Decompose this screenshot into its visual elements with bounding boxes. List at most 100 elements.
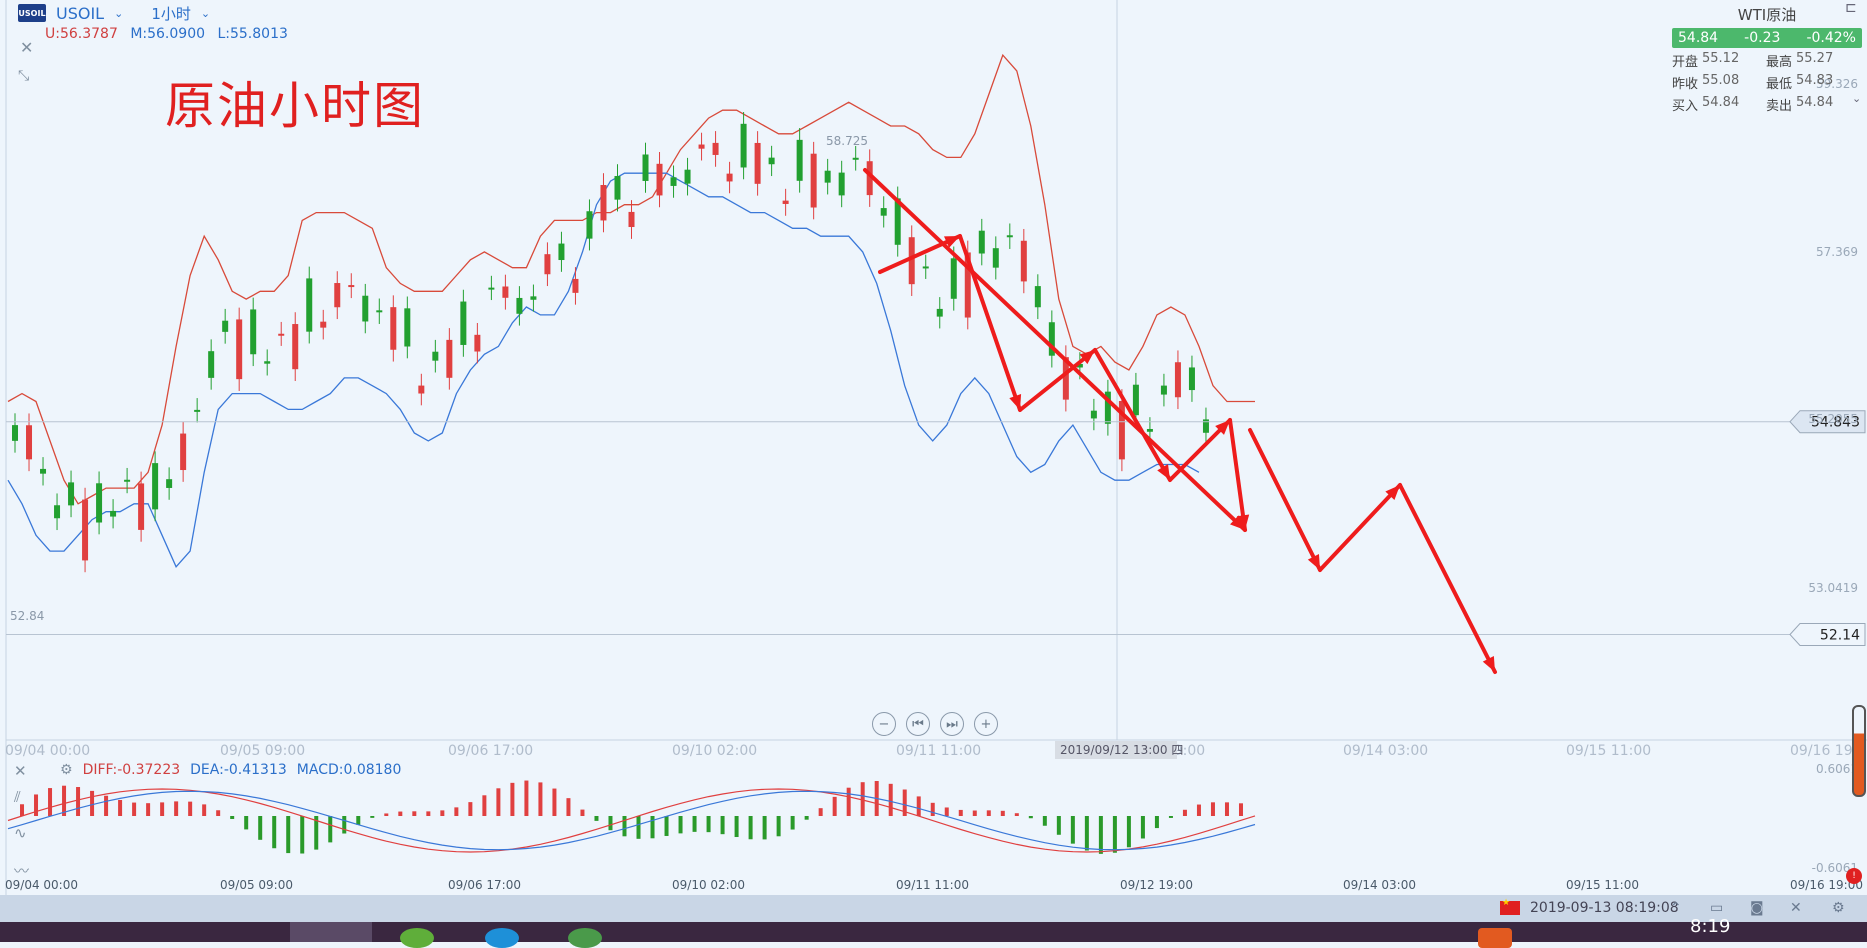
candle-body: [628, 211, 635, 228]
price-chart[interactable]: 54.843 52.14 59.326 57.369 55.2055 53.0419 09…: [0, 0, 1867, 895]
candle-body: [222, 320, 229, 332]
zoom-in-button[interactable]: +: [974, 712, 998, 736]
app-icon[interactable]: [400, 928, 434, 948]
input-method-icon[interactable]: [1478, 928, 1512, 948]
quote-row: 昨收 55.08 最低 54.83: [1672, 73, 1862, 92]
candle-body: [1104, 391, 1111, 424]
candle-body: [642, 154, 649, 181]
taskbar-item-active[interactable]: [290, 922, 372, 942]
indicator-icon[interactable]: ⫽: [14, 788, 21, 806]
indicator-icon[interactable]: ∿: [14, 824, 27, 842]
macd-bar: [482, 795, 487, 816]
macd-bar: [328, 816, 333, 843]
quote-key: 最高: [1766, 55, 1793, 70]
app-icon[interactable]: [485, 928, 519, 948]
mute-icon[interactable]: ✕: [1790, 900, 1802, 916]
candle-body: [390, 307, 397, 350]
candle-body: [852, 157, 859, 160]
x-tick-label: 09/14 03:00: [1343, 743, 1428, 759]
macd-bar: [1042, 816, 1047, 826]
macd-bar: [1224, 802, 1229, 816]
chevron-down-icon[interactable]: ⌄: [1852, 92, 1862, 105]
close-icon[interactable]: ✕: [14, 762, 27, 780]
candle-body: [1034, 286, 1041, 308]
symbol-selector[interactable]: USOIL: [56, 3, 105, 23]
arrow-head: [1009, 394, 1022, 410]
window-icon[interactable]: ▭: [1710, 900, 1724, 916]
quote-row: 开盘 55.12 最高 55.27: [1672, 51, 1862, 70]
candle-body: [558, 243, 565, 261]
macd-bar: [538, 782, 543, 816]
arrow-head: [1482, 656, 1495, 672]
status-bar: 2019-09-13 08:19:08 ⌃ ▭ ◙ ✕ ⚙: [0, 895, 1867, 923]
candle-body: [516, 297, 523, 314]
y-tick-label: 59.326: [1816, 77, 1858, 91]
macd-bar: [636, 816, 641, 839]
gear-icon[interactable]: ⚙: [60, 762, 73, 778]
crosshair-time: 2019/09/12 13:00 四: [1060, 743, 1183, 757]
candle-body: [1048, 322, 1055, 356]
arrow-head: [1230, 515, 1245, 530]
quote-key: 开盘: [1672, 55, 1699, 70]
candle-body: [362, 295, 369, 322]
macd-bar: [132, 802, 137, 816]
macd-bar: [734, 816, 739, 838]
jump-start-button[interactable]: ⏮: [906, 712, 930, 736]
macd-bar: [580, 809, 585, 816]
panel-toggle-icon[interactable]: ⊏: [1845, 0, 1857, 16]
macd-bar: [678, 816, 683, 834]
macd-bar: [90, 790, 95, 816]
forecast-arrows: [863, 168, 1497, 674]
quote-value: 54.84: [1702, 95, 1740, 110]
macd-bar: [608, 816, 613, 831]
candle-body: [502, 286, 509, 298]
candle-body: [180, 433, 187, 471]
app-icon[interactable]: [568, 928, 602, 948]
candle-body: [26, 425, 33, 460]
candle-body: [474, 334, 481, 352]
candle-body: [348, 285, 355, 288]
macd-bar: [622, 816, 627, 837]
candle-body: [600, 185, 607, 221]
chevron-down-icon[interactable]: ⌄: [114, 6, 124, 20]
candle-body: [992, 248, 999, 268]
y-tick-label: 53.0419: [1808, 581, 1858, 595]
candle-body: [1076, 363, 1083, 368]
arrow-segment: [863, 168, 1247, 532]
chevron-up-icon[interactable]: ⌃: [1670, 900, 1682, 916]
candle-body: [1062, 357, 1069, 400]
jump-end-button[interactable]: ⏭: [940, 712, 964, 736]
alert-icon[interactable]: !: [1846, 868, 1862, 884]
macd-bar: [566, 798, 571, 816]
camera-icon[interactable]: ◙: [1750, 900, 1764, 916]
gear-icon[interactable]: ⚙: [1832, 900, 1845, 916]
zoom-out-button[interactable]: −: [872, 712, 896, 736]
volume-slider[interactable]: [1852, 705, 1866, 797]
quote-value: 55.12: [1702, 51, 1740, 66]
candle-body: [796, 139, 803, 181]
shrink-icon[interactable]: ⤡: [18, 68, 30, 84]
candle-body: [754, 142, 761, 184]
macd-bar: [972, 810, 977, 816]
candle-body: [684, 169, 691, 184]
arrow-head: [1385, 485, 1400, 501]
macd-bar: [20, 804, 25, 816]
macd-bar: [552, 788, 557, 816]
candle-body: [698, 144, 705, 149]
chevron-down-icon[interactable]: ⌄: [200, 6, 211, 20]
candle-body: [446, 339, 453, 378]
macd-bar: [118, 799, 123, 816]
quote-value: 54.84: [1796, 95, 1834, 110]
candle-body: [166, 479, 173, 488]
macd-bar: [412, 811, 417, 816]
candle-body: [54, 505, 61, 519]
macd-bar: [1126, 816, 1131, 848]
arrow-segment: [1228, 418, 1247, 532]
arrow-segment: [1093, 348, 1172, 482]
macd-bar: [776, 816, 781, 837]
close-icon[interactable]: ✕: [20, 38, 34, 57]
macd-bar: [958, 809, 963, 816]
timeframe-selector[interactable]: 1小时: [151, 4, 191, 23]
macd-bar: [832, 796, 837, 816]
pulse-icon[interactable]: 〰: [14, 862, 30, 880]
